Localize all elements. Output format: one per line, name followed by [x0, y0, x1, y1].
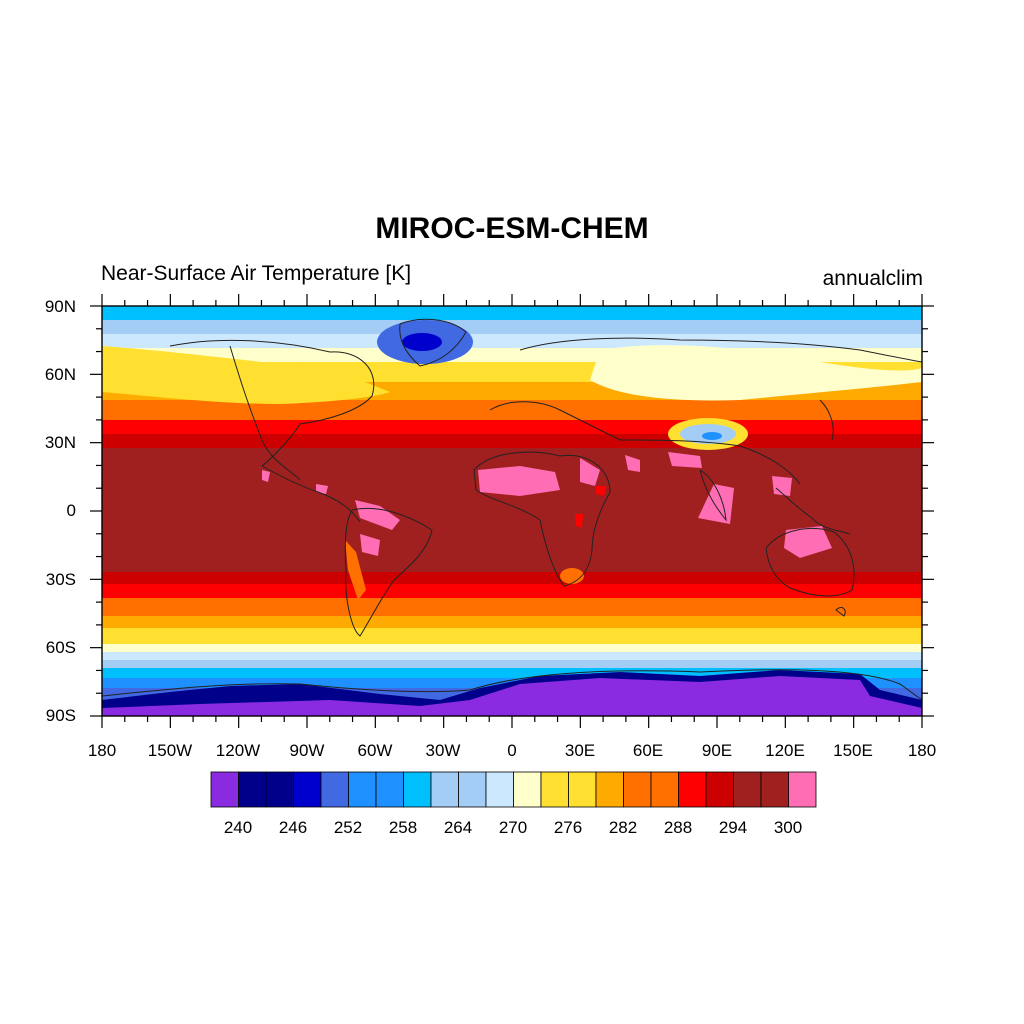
colorbar-label: 270 — [498, 818, 528, 837]
colorbar-swatch — [788, 771, 817, 808]
lat-label-30s: 30S — [45, 570, 76, 589]
lon-label-90e: 90E — [701, 741, 733, 760]
tibet-core — [702, 432, 722, 440]
lon-label-90w: 90W — [289, 741, 325, 760]
colorbar-swatch — [568, 771, 597, 808]
lon-label-150w: 150W — [147, 741, 193, 760]
colorbar-swatch — [513, 771, 542, 808]
colorbar-swatch — [348, 771, 377, 808]
colorbar-swatch — [403, 771, 432, 808]
colorbar-label: 246 — [278, 818, 308, 837]
axis-ticks — [90, 294, 934, 728]
colorbar-swatch — [760, 771, 789, 808]
plot-title: MIROC-ESM-CHEM — [375, 212, 649, 245]
lon-label-60w: 60W — [357, 741, 393, 760]
indochina-hot — [772, 476, 792, 496]
colorbar-swatch — [595, 771, 624, 808]
caribbean-hot — [316, 484, 328, 494]
brazil-hot — [360, 534, 380, 556]
mexico-hot — [262, 470, 270, 482]
colorbar-swatch — [375, 771, 404, 808]
colorbar-swatch — [210, 771, 239, 808]
arabia-hot — [625, 455, 640, 472]
colorbar-swatch — [458, 771, 487, 808]
period-subtitle: annualclim — [822, 267, 923, 290]
lat-label-30n: 30N — [44, 433, 76, 452]
sahara-hot — [478, 466, 560, 496]
egypt-hot — [580, 458, 600, 486]
new-zealand-outline — [835, 607, 846, 617]
colorbar-label: 288 — [663, 818, 693, 837]
band-subpolar-s — [102, 652, 922, 660]
lat-label-60s: 60S — [45, 638, 76, 657]
colorbar-swatch — [540, 771, 569, 808]
band-hot-n — [102, 420, 922, 434]
lon-label-180e: 180 — [907, 741, 937, 760]
colorbar-label: 276 — [553, 818, 583, 837]
band-southern-ocean — [102, 668, 922, 678]
colorbar-swatch — [265, 771, 294, 808]
pakistan-hot — [668, 452, 702, 468]
colorbar — [210, 771, 817, 808]
australia-hot — [784, 526, 832, 558]
band-subtropic-s — [102, 572, 922, 584]
south-africa-cool — [560, 568, 584, 584]
colorbar-label: 264 — [443, 818, 473, 837]
lat-label-60n: 60N — [44, 365, 76, 384]
band-hot-s — [102, 584, 922, 598]
antarctica-interior — [102, 676, 922, 716]
lon-label-0: 0 — [507, 741, 517, 760]
lon-label-120w: 120W — [215, 741, 261, 760]
colorbar-label: 282 — [608, 818, 638, 837]
lat-label-0: 0 — [66, 501, 76, 520]
colorbar-swatch — [293, 771, 322, 808]
colorbar-label: 252 — [333, 818, 363, 837]
band-cold-s — [102, 644, 922, 652]
lat-label-90s: 90S — [45, 706, 76, 725]
lon-label-30w: 30W — [425, 741, 461, 760]
ethiopia-cool — [596, 486, 606, 496]
band-polar-s — [102, 660, 922, 668]
amazon-hot — [355, 500, 400, 530]
band-cool-s — [102, 628, 922, 644]
band-polar-n — [102, 320, 922, 334]
colorbar-swatch — [705, 771, 734, 808]
coastlines — [102, 318, 922, 701]
band-subtropic-n — [102, 434, 922, 448]
siberia-cold — [590, 345, 922, 401]
colorbar-swatch — [485, 771, 514, 808]
lon-label-60e: 60E — [632, 741, 664, 760]
band-warm-s — [102, 598, 922, 616]
lat-label-90n: 90N — [44, 297, 76, 316]
band-warm-n — [102, 400, 922, 420]
lon-label-30e: 30E — [564, 741, 596, 760]
colorbar-swatch — [430, 771, 459, 808]
colorbar-label: 300 — [773, 818, 803, 837]
colorbar-label: 240 — [223, 818, 253, 837]
band-mild-s — [102, 616, 922, 628]
colorbar-label: 258 — [388, 818, 418, 837]
band-subpolar-n — [102, 334, 922, 348]
lon-label-120e: 120E — [765, 741, 805, 760]
lon-label-150e: 150E — [833, 741, 873, 760]
temperature-field — [102, 306, 922, 716]
colorbar-swatch — [733, 771, 762, 808]
colorbar-swatch — [320, 771, 349, 808]
colorbar-swatch — [238, 771, 267, 808]
greenland-summit — [402, 333, 442, 351]
colorbar-swatch — [650, 771, 679, 808]
east-africa-cool — [575, 514, 583, 528]
andes-cold — [345, 540, 366, 600]
north-america-cool — [102, 346, 390, 404]
colorbar-swatch — [623, 771, 652, 808]
colorbar-label: 294 — [718, 818, 748, 837]
band-arctic — [102, 306, 922, 320]
colorbar-swatch — [678, 771, 707, 808]
variable-subtitle: Near-Surface Air Temperature [K] — [101, 262, 412, 285]
lon-label-180w: 180 — [87, 741, 117, 760]
